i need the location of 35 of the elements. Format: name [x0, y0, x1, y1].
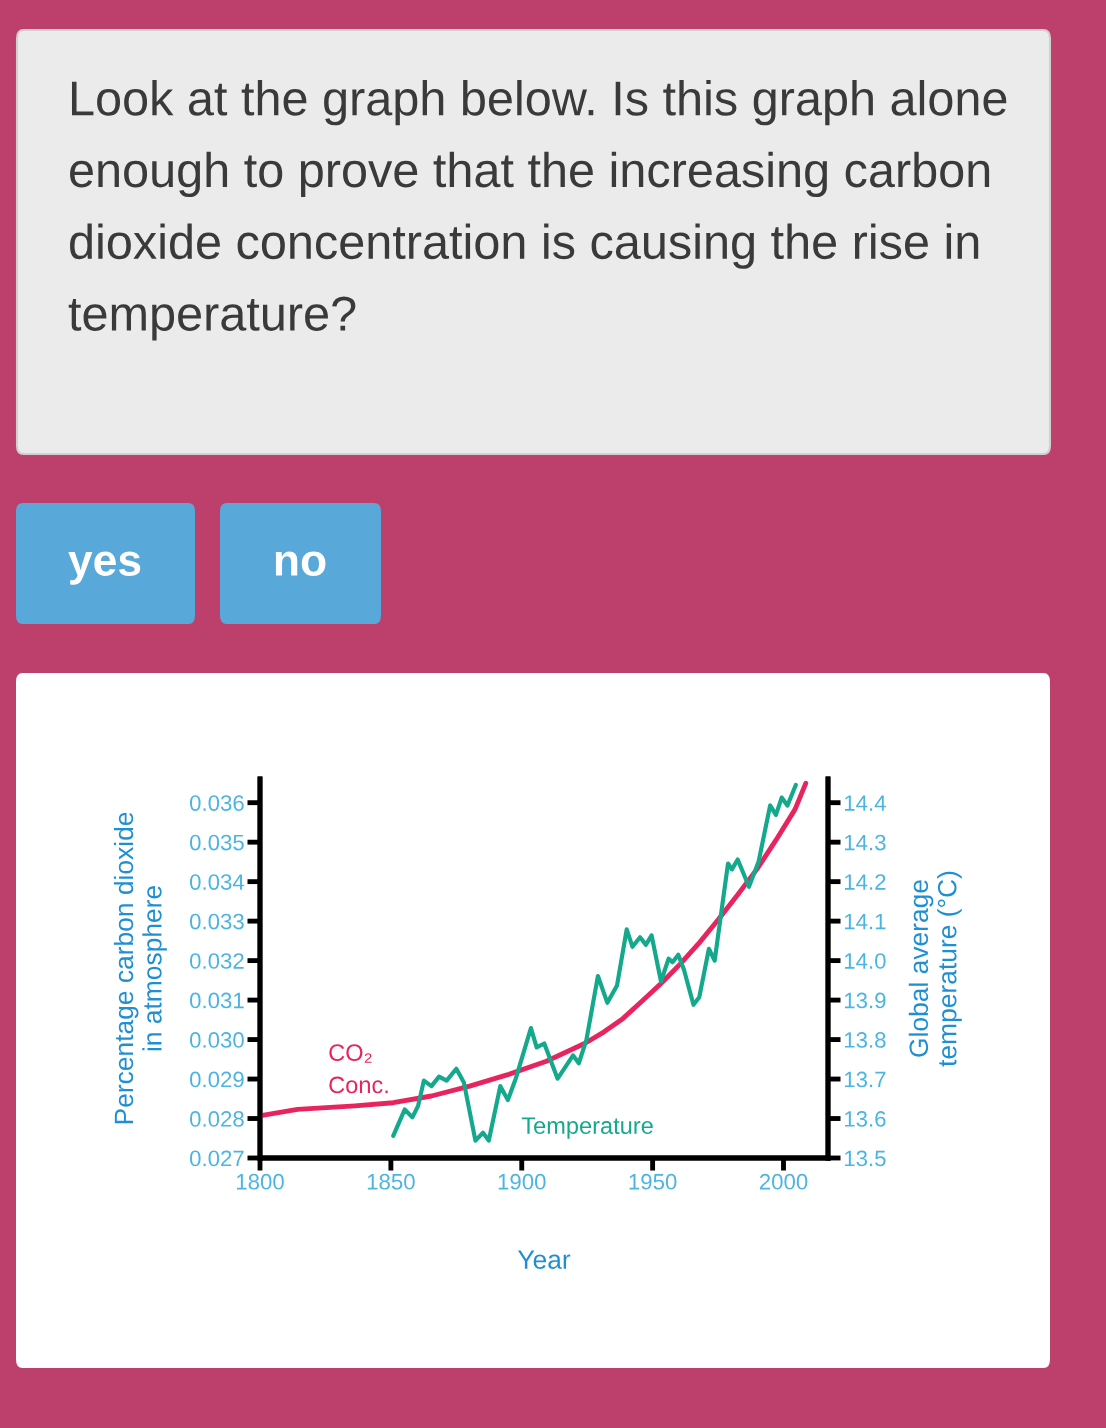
y-tick-label: 0.028: [189, 1111, 244, 1127]
series-label: Temperature: [521, 1117, 653, 1139]
x-tick-label: 1900: [498, 1173, 546, 1190]
x-tick-label: 2000: [759, 1173, 808, 1190]
y-tick-label: 0.034: [189, 874, 245, 890]
y2-tick-label: 13.8: [844, 1032, 886, 1048]
y-tick-label: 0.030: [189, 1032, 244, 1048]
y-tick-label: 0.035: [189, 834, 244, 851]
x-tick-label: 1800: [236, 1173, 284, 1190]
y2-axis-title: Global average temperature (°C): [908, 871, 962, 1067]
y2-tick-label: 14.4: [844, 795, 886, 811]
y-tick-label: 0.033: [189, 913, 244, 930]
x-tick-label: 1850: [367, 1173, 415, 1190]
text: no: [275, 551, 326, 576]
y-tick-label: 0.036: [189, 795, 244, 811]
y-tick-label: 0.029: [189, 1071, 244, 1088]
text: yes: [68, 551, 141, 585]
y-axis-title: Percentage carbon dioxide in atmosphere: [113, 812, 167, 1124]
y2-tick-label: 14.0: [844, 953, 886, 969]
chart-title: Look at the graph below. Is this graph alone enough to prove that the increasing carbon dioxide concentration is causing the rise in temperature?: [68, 80, 1007, 341]
y2-tick-label: 14.3: [844, 834, 886, 851]
series-label: CO₂ Conc.: [329, 1044, 388, 1094]
line-series: [259, 780, 809, 1118]
y-tick-label: 0.032: [189, 953, 244, 969]
x-axis-title: Year: [517, 1250, 571, 1269]
y2-tick-label: 13.7: [844, 1071, 886, 1088]
y-tick-label: 0.027: [189, 1150, 244, 1167]
line-series: [391, 782, 798, 1143]
y-tick-label: 0.031: [189, 992, 244, 1009]
x-tick-label: 1950: [629, 1173, 677, 1190]
y2-tick-label: 14.2: [844, 874, 886, 890]
y2-tick-label: 14.1: [844, 913, 886, 930]
y2-tick-label: 13.9: [844, 992, 886, 1009]
y2-tick-label: 13.6: [844, 1111, 886, 1127]
y2-tick-label: 13.5: [844, 1150, 886, 1167]
